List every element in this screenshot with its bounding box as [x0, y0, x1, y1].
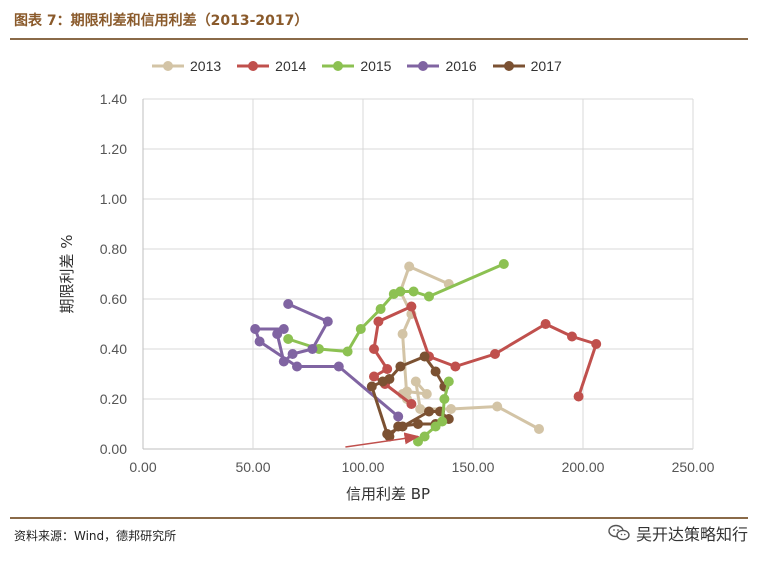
data-point-2014 — [373, 316, 384, 327]
data-point-2016 — [287, 349, 298, 359]
data-point-2014 — [382, 364, 393, 374]
y-tick-label: 0.00 — [100, 441, 127, 457]
data-point-2014 — [406, 301, 417, 312]
data-point-2016 — [292, 361, 302, 372]
y-tick-label: 1.20 — [100, 141, 127, 157]
data-point-2017 — [419, 351, 430, 362]
legend-label: 2017 — [530, 58, 562, 74]
legend-swatch — [322, 61, 355, 71]
data-point-2015 — [342, 346, 353, 357]
data-point-2017 — [393, 421, 404, 432]
brand-mark: 吴开达策略知行 — [608, 521, 748, 545]
legend-label: 2016 — [445, 58, 477, 74]
x-tick-label: 0.00 — [129, 459, 156, 475]
x-tick-label: 100.00 — [342, 459, 385, 475]
series-line-2015 — [287, 262, 505, 353]
y-tick-label: 0.40 — [100, 341, 127, 357]
data-point-2015 — [355, 324, 366, 334]
data-point-2015-tail — [419, 431, 430, 442]
x-tick-label: 200.00 — [562, 459, 605, 475]
y-tick-label: 1.40 — [100, 91, 127, 107]
data-point-2015 — [375, 304, 386, 314]
data-point-2017 — [377, 376, 388, 387]
wechat-icon — [608, 524, 630, 541]
data-point-2014 — [369, 344, 379, 354]
data-point-2016 — [283, 299, 294, 309]
brand-name: 吴开达策略知行 — [635, 525, 748, 544]
x-tick-label: 50.00 — [235, 459, 270, 475]
bottom-divider — [10, 517, 748, 519]
data-point-2015-tail — [443, 376, 454, 387]
data-point-2016 — [250, 324, 261, 334]
data-point-2014 — [591, 339, 602, 349]
data-point-2016 — [333, 361, 344, 372]
data-point-2015 — [424, 291, 434, 302]
legend-swatch — [152, 61, 184, 71]
data-point-2016 — [307, 344, 318, 354]
data-point-2015-tail — [439, 394, 450, 404]
source-note: 资料来源：Wind，德邦研究所 — [14, 529, 177, 543]
data-point-2017 — [395, 361, 406, 372]
y-tick-label: 0.80 — [100, 241, 127, 257]
legend-swatch — [237, 61, 270, 71]
data-point-2015 — [498, 259, 509, 269]
data-point-2014 — [567, 331, 577, 342]
legend-swatch — [492, 61, 525, 71]
legend-item-2014: 2014 — [235, 58, 306, 74]
data-point-2014 — [490, 349, 500, 359]
annotation-arrow — [345, 432, 420, 448]
data-point-2014 — [540, 319, 551, 329]
data-point-2016 — [254, 336, 265, 347]
data-point-2014 — [573, 391, 584, 402]
legend-item-2013: 2013 — [150, 58, 221, 74]
data-point-2013 — [397, 329, 408, 339]
x-tick-label: 250.00 — [672, 459, 715, 475]
data-point-2013 — [446, 404, 456, 414]
data-point-2013 — [534, 424, 544, 434]
scatter-line-chart: 0.00 0.20 0.40 0.60 0.80 1.00 1.20 1.40 0.00 50.0… — [58, 91, 715, 503]
data-point-2015 — [283, 334, 294, 344]
x-axis-label: 信用利差 BP — [346, 485, 430, 503]
data-point-2013 — [404, 261, 415, 272]
data-point-2017 — [413, 419, 423, 429]
data-point-2015-tail — [430, 421, 441, 432]
legend-label: 2015 — [360, 58, 392, 74]
data-point-2016 — [393, 411, 404, 422]
chart-legend: 2013 2014 2015 2016 2017 — [150, 58, 562, 74]
data-point-2016 — [322, 316, 333, 327]
figure-title: 图表 7：期限利差和信用利差（2013-2017） — [14, 13, 309, 29]
y-axis-label: 期限利差 % — [58, 234, 76, 313]
data-point-2015 — [388, 289, 399, 299]
data-point-2013 — [492, 401, 503, 412]
legend-item-2015: 2015 — [320, 58, 391, 74]
data-point-2014 — [369, 371, 379, 382]
data-point-2014 — [406, 399, 417, 409]
data-point-2013 — [410, 376, 421, 387]
data-point-2013 — [421, 389, 432, 399]
data-point-2016 — [278, 356, 289, 367]
data-point-2016 — [278, 324, 289, 334]
top-divider — [10, 38, 748, 40]
y-tick-label: 1.00 — [100, 191, 127, 207]
data-point-2017 — [430, 366, 441, 377]
data-point-2017 — [384, 431, 395, 442]
y-tick-label: 0.20 — [100, 391, 127, 407]
data-point-2017 — [366, 381, 377, 392]
x-tick-label: 150.00 — [452, 459, 495, 475]
data-point-2013 — [415, 404, 426, 414]
legend-label: 2013 — [190, 58, 222, 74]
legend-swatch — [407, 61, 440, 71]
legend-item-2017: 2017 — [491, 58, 562, 74]
data-point-2015 — [408, 286, 419, 297]
data-point-2017 — [424, 406, 434, 417]
y-tick-label: 0.60 — [100, 291, 127, 307]
legend-item-2016: 2016 — [405, 58, 477, 74]
data-point-2014 — [450, 361, 461, 372]
legend-label: 2014 — [275, 58, 307, 74]
